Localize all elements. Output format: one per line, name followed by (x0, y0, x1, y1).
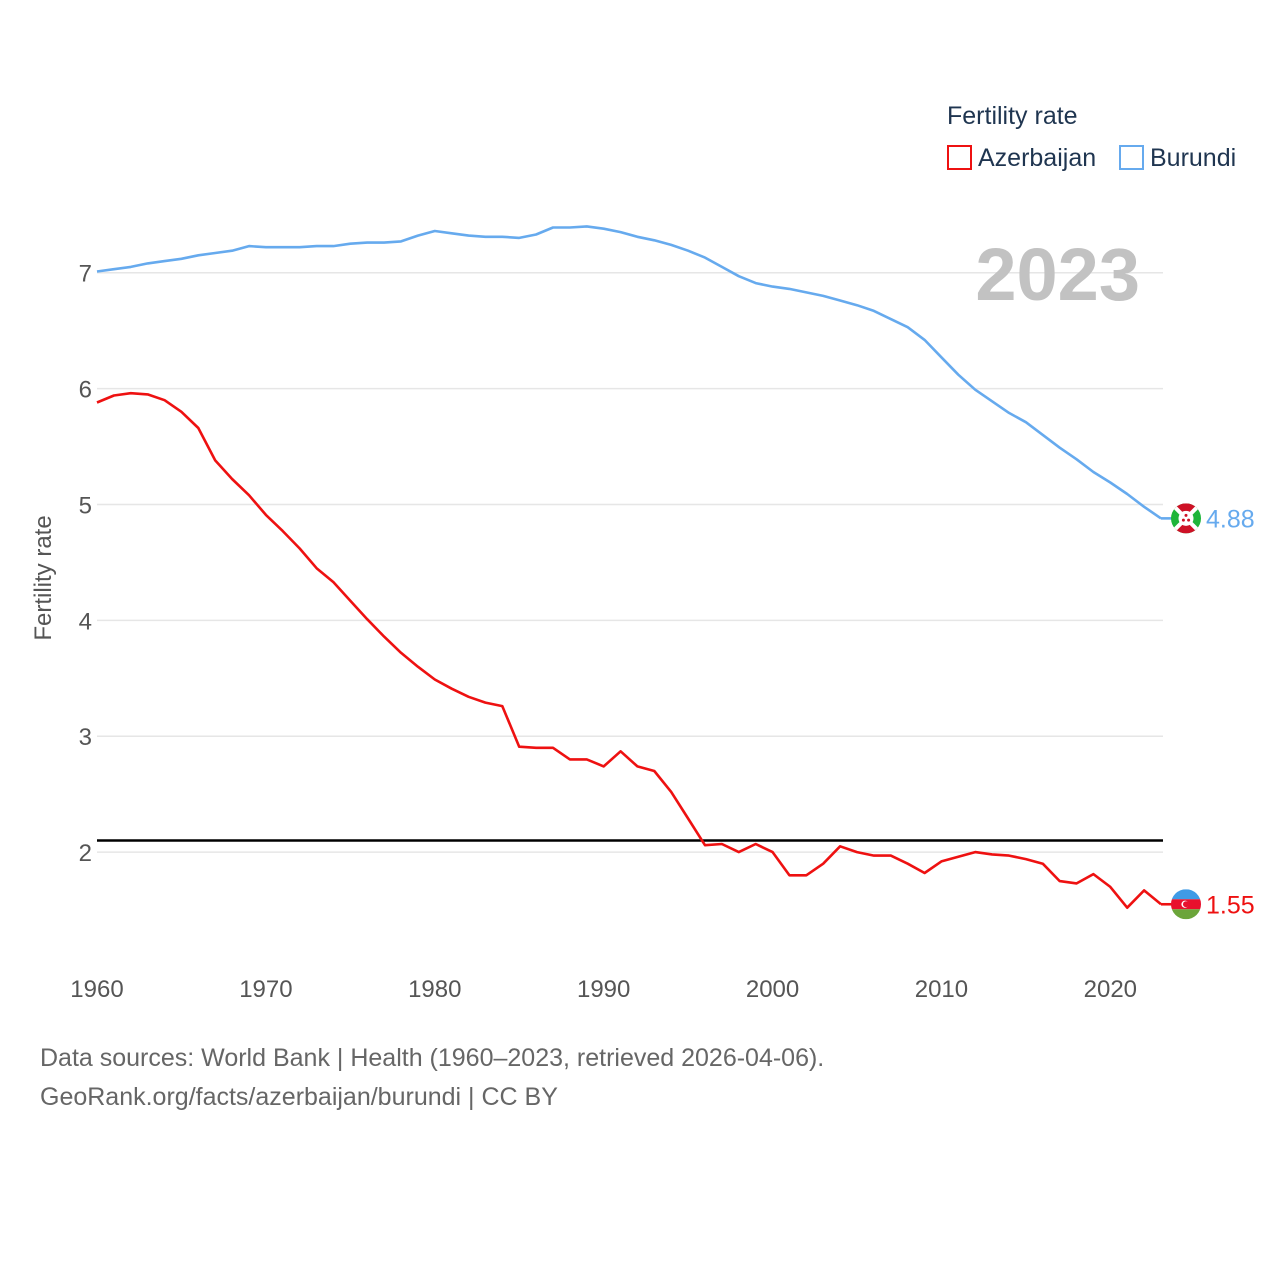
y-tick-label: 2 (79, 840, 92, 867)
x-tick-label: 1980 (408, 976, 461, 1003)
series-lines (96, 225, 1162, 910)
burundi-flag-icon (1171, 503, 1201, 534)
series-line-burundi (96, 225, 1162, 520)
y-tick-label: 7 (79, 261, 92, 288)
azerbaijan-flag-icon (1171, 889, 1201, 920)
legend-title: Fertility rate (947, 102, 1078, 130)
y-tick-label: 6 (79, 377, 92, 404)
legend-swatch-azerbaijan (947, 145, 972, 170)
legend: Fertility rate Azerbaijan Burundi (947, 102, 1236, 172)
year-watermark: 2023 (975, 233, 1140, 316)
x-axis-ticks: 1960 1970 1980 1990 2000 2010 2020 (70, 976, 1137, 1003)
series-line-azerbaijan (96, 391, 1162, 910)
end-value-label-azerbaijan: 1.55 (1206, 891, 1255, 919)
y-tick-label: 3 (79, 724, 92, 751)
x-tick-label: 1990 (577, 976, 630, 1003)
x-tick-label: 2020 (1084, 976, 1137, 1003)
x-tick-label: 2010 (915, 976, 968, 1003)
gridlines (97, 271, 1163, 853)
y-tick-label: 4 (79, 608, 92, 635)
end-value-label-burundi: 4.88 (1206, 505, 1255, 533)
x-tick-label: 1960 (70, 976, 123, 1003)
x-tick-label: 2000 (746, 976, 799, 1003)
data-source-text: Data sources: World Bank | Health (1960–… (40, 1044, 825, 1072)
source-link-text[interactable]: GeoRank.org/facts/azerbaijan/burundi | C… (40, 1083, 558, 1111)
y-tick-label: 5 (79, 492, 92, 519)
end-markers: 1.55 4.88 (1161, 503, 1255, 920)
legend-label-burundi: Burundi (1150, 144, 1236, 172)
y-axis-ticks: 2 3 4 5 6 7 (79, 261, 92, 867)
legend-swatch-burundi (1119, 145, 1144, 170)
y-axis-title: Fertility rate (30, 515, 57, 640)
x-tick-label: 1970 (239, 976, 292, 1003)
legend-label-azerbaijan: Azerbaijan (978, 144, 1096, 172)
